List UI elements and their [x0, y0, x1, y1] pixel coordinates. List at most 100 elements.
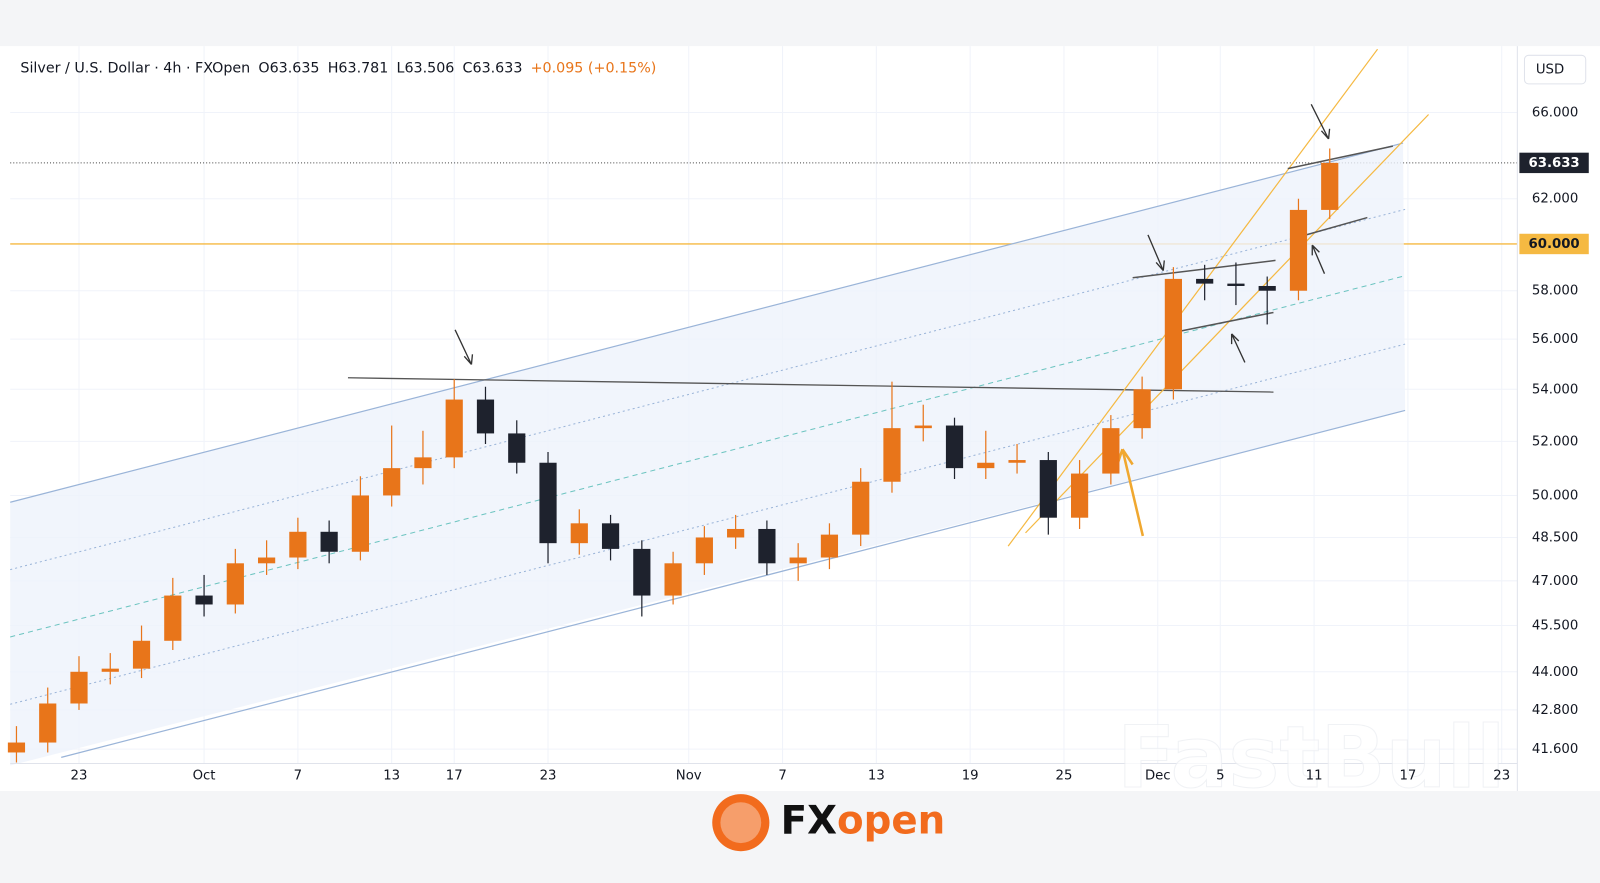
y-tick-label: 41.600 — [1532, 742, 1578, 757]
channel-top — [10, 142, 1404, 503]
arrow — [1310, 103, 1331, 140]
y-tick-label: 66.000 — [1532, 106, 1578, 121]
logo: FXopen — [712, 794, 945, 852]
legend-header: Silver / U.S. Dollar · 4h · FXOpen O63.63… — [20, 61, 656, 77]
x-tick-label: 17 — [1399, 769, 1416, 784]
ohlc: O63.635 — [258, 61, 319, 77]
candle-body — [289, 531, 307, 558]
candle-body — [258, 557, 276, 564]
candle-body — [664, 563, 682, 596]
currency-box — [1523, 54, 1587, 85]
candle-body — [539, 462, 557, 544]
candle-body — [1321, 162, 1339, 210]
x-tick-label: Oct — [193, 769, 216, 784]
candle-body — [195, 595, 213, 605]
candle-body — [914, 425, 932, 429]
symbol: Silver / U.S. Dollar · 4h · FXOpen — [20, 61, 250, 77]
candle-body — [601, 523, 620, 549]
change: +0.095 (+0.15%) — [531, 61, 657, 77]
candle-body — [1070, 473, 1089, 518]
candle-body — [1133, 389, 1151, 429]
y-tick-label: 47.000 — [1532, 574, 1578, 589]
candle-body — [132, 640, 151, 669]
candle-body — [1102, 428, 1120, 474]
ohlc: C63.633 — [463, 61, 523, 77]
candle-body — [320, 531, 338, 552]
candle-body — [508, 433, 526, 463]
candle-body — [820, 534, 839, 558]
candle-body — [945, 425, 964, 469]
drawings — [10, 48, 1430, 758]
candle-body — [445, 399, 463, 458]
x-tick-label: 17 — [446, 769, 463, 784]
candle-body — [695, 537, 713, 564]
ohlc: H63.781 — [328, 61, 389, 77]
arrows — [454, 103, 1331, 365]
watermark: FastBull — [1117, 708, 1505, 808]
candle-body — [226, 563, 244, 605]
candle-body — [1227, 283, 1245, 286]
trend-line — [1305, 216, 1368, 236]
candle-body — [70, 671, 88, 704]
candle-body — [977, 462, 995, 469]
resistance-line — [347, 377, 1274, 393]
orange-channel — [1007, 48, 1379, 547]
x-tick-label: 25 — [1056, 769, 1073, 784]
x-tick-label: 7 — [778, 769, 786, 784]
candle-body — [852, 481, 870, 535]
candle-body — [7, 742, 26, 753]
x-tick-label: Dec — [1145, 769, 1171, 784]
candle-body — [414, 457, 432, 469]
ohlc: L63.506 — [397, 61, 455, 77]
candle-body — [164, 595, 182, 641]
y-tick-label: 44.000 — [1532, 665, 1578, 680]
arrow — [1230, 333, 1246, 363]
last-price-box — [1519, 152, 1589, 174]
candle-body — [883, 428, 901, 482]
x-tick-label: 11 — [1306, 769, 1323, 784]
trend-line — [1287, 145, 1394, 170]
candle-body — [633, 548, 651, 596]
x-tick-label: Nov — [676, 769, 702, 784]
y-tick-label: 48.500 — [1532, 530, 1578, 545]
trend-line — [1171, 311, 1274, 334]
candle-body — [1258, 285, 1276, 291]
candle-body — [383, 468, 401, 496]
y-tick-label: 58.000 — [1532, 284, 1578, 299]
candle-body — [1008, 460, 1026, 463]
x-tick-label: 5 — [1216, 769, 1224, 784]
logo-emblem — [712, 794, 770, 852]
y-tick-label: 50.000 — [1532, 488, 1578, 503]
candle-body — [789, 557, 807, 564]
candle-body — [1039, 460, 1057, 518]
logo-open: open — [837, 798, 945, 843]
candles — [7, 148, 1339, 763]
y-tick-label: 62.000 — [1532, 192, 1578, 207]
level-label-box — [1519, 233, 1589, 255]
y-tick-label: 52.000 — [1532, 434, 1578, 449]
x-tick-label: 7 — [294, 769, 302, 784]
y-tick-label: 42.800 — [1532, 703, 1578, 718]
x-tick-label: 23 — [71, 769, 88, 784]
candle-body — [101, 668, 119, 672]
candle-body — [727, 528, 745, 538]
arrow — [1147, 234, 1165, 272]
arrow — [454, 329, 474, 365]
candle-body — [758, 528, 776, 564]
y-tick-label: 56.000 — [1532, 332, 1578, 347]
logo-emblem — [720, 802, 762, 844]
last-price-label: 63.633 — [1529, 156, 1580, 171]
candle-body — [1164, 278, 1182, 390]
channel-bottom — [61, 409, 1406, 758]
x-tick-label: 13 — [868, 769, 885, 784]
candle-body — [1196, 278, 1214, 284]
x-tick-label: 13 — [383, 769, 400, 784]
logo-fx: FX — [781, 798, 837, 843]
candle-body — [39, 703, 57, 743]
candle-body — [1289, 209, 1308, 291]
y-tick-label: 45.500 — [1532, 619, 1578, 634]
x-tick-label: 23 — [1493, 769, 1510, 784]
candle-body — [476, 399, 495, 434]
level-label: 60.000 — [1529, 237, 1580, 252]
